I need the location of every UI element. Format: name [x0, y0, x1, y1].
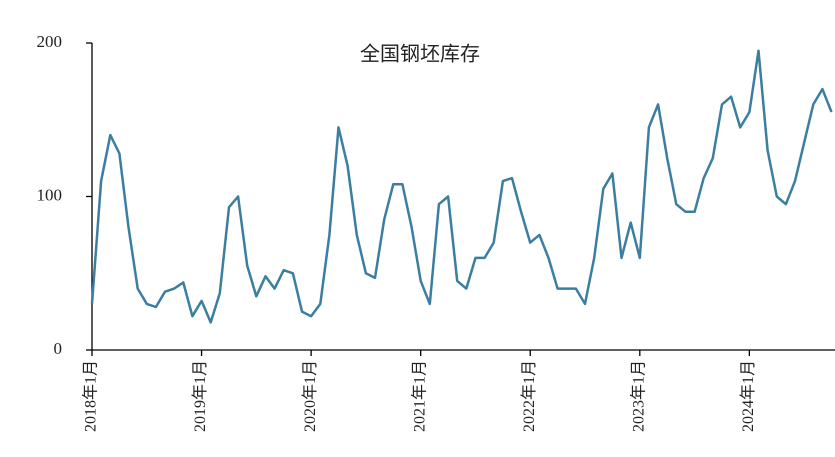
x-tick-label: 2021年1月: [410, 360, 428, 432]
x-tick-label: 2022年1月: [520, 360, 538, 432]
y-tick-label: 200: [37, 32, 63, 51]
x-tick-label: 2019年1月: [191, 360, 209, 432]
x-tick-label: 2020年1月: [301, 360, 319, 432]
chart-title: 全国钢坯库存: [360, 42, 480, 66]
y-tick-label: 0: [54, 339, 63, 358]
line-series: [90, 49, 833, 324]
x-tick-label: 2024年1月: [739, 360, 757, 432]
y-tick-label: 100: [37, 185, 63, 204]
x-tick-label: 2018年1月: [82, 360, 100, 432]
x-tick-label: 2023年1月: [629, 360, 647, 432]
